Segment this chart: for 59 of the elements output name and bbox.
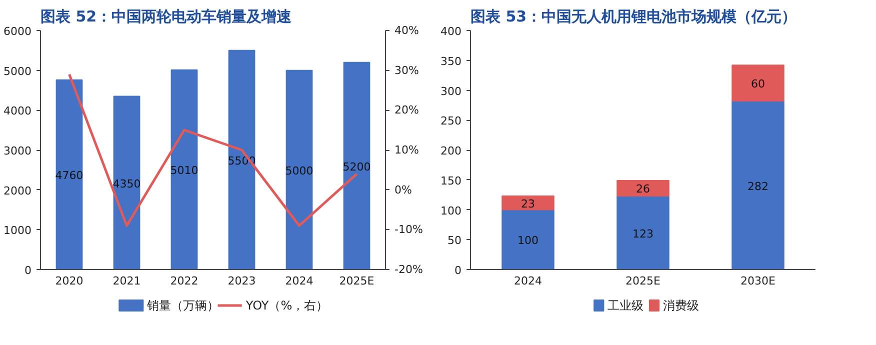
x-tick-label: 2023 <box>228 274 256 288</box>
bar <box>228 50 256 270</box>
data-label: 100 <box>518 234 538 248</box>
legend-label: 工业级 <box>608 298 644 312</box>
y-tick-label: 0 <box>454 264 462 277</box>
y-tick-label: 200 <box>440 144 462 158</box>
x-tick-label: 2030E <box>740 274 776 288</box>
chart-title: 图表 53：中国无人机用锂电池市场规模（亿元） <box>470 8 797 26</box>
bar <box>170 69 198 270</box>
y-tick-label: 100 <box>440 204 462 218</box>
data-label: 282 <box>748 180 768 193</box>
data-label: 23 <box>521 197 535 210</box>
bar <box>286 70 313 270</box>
bar <box>732 64 784 102</box>
y2-tick-label: 20% <box>394 104 419 117</box>
y-tick-label: 150 <box>440 174 462 188</box>
y-tick-label: 4000 <box>4 104 32 118</box>
y2-tick-label: 30% <box>394 64 419 77</box>
bar <box>502 209 554 270</box>
bar <box>732 100 784 270</box>
bar <box>502 196 554 210</box>
bar <box>56 79 83 270</box>
y-tick-label: 250 <box>440 114 462 128</box>
bar <box>113 96 140 270</box>
y-tick-label: 0 <box>24 264 32 277</box>
y-tick-label: 1000 <box>4 224 32 238</box>
y2-tick-label: 40% <box>394 24 419 37</box>
y2-tick-label: 10% <box>394 144 419 156</box>
y2-tick-label: -20% <box>394 263 423 276</box>
y-tick-label: 2000 <box>4 184 32 198</box>
x-tick-label: 2021 <box>112 274 141 288</box>
legend-label: YOY（%，右） <box>244 298 328 312</box>
y-tick-label: 400 <box>440 25 462 38</box>
bar <box>343 62 370 270</box>
bar <box>616 196 670 270</box>
bar <box>616 180 670 197</box>
y-tick-label: 350 <box>440 54 462 68</box>
data-label: 26 <box>636 182 650 196</box>
y-tick-label: 5000 <box>4 64 32 78</box>
legend-label: 消费级 <box>663 298 700 312</box>
data-label: 5010 <box>170 164 198 178</box>
y2-tick-label: 0% <box>394 183 412 196</box>
y-tick-label: 6000 <box>4 25 32 38</box>
x-tick-label: 2022 <box>170 274 198 288</box>
x-tick-label: 2024 <box>285 274 314 288</box>
y2-tick-label: -10% <box>394 223 423 236</box>
data-label: 5000 <box>285 164 314 178</box>
data-label: 123 <box>632 227 654 240</box>
y-tick-label: 3000 <box>4 144 32 158</box>
y-tick-label: 300 <box>440 84 462 98</box>
data-label: 60 <box>751 78 765 91</box>
x-tick-label: 2025E <box>339 274 374 288</box>
legend-label: 销量（万辆） <box>146 298 220 312</box>
x-tick-label: 2025E <box>626 274 661 288</box>
data-label: 5200 <box>342 160 371 174</box>
y-tick-label: 50 <box>448 234 462 248</box>
x-tick-label: 2020 <box>55 274 84 288</box>
x-tick-label: 2024 <box>514 274 542 288</box>
chart-title: 图表 52：中国两轮电动车销量及增速 <box>40 8 293 26</box>
